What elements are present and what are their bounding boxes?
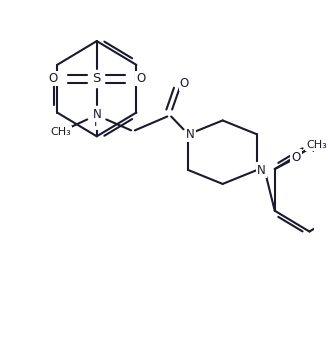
Text: N: N [186, 128, 195, 141]
Text: F: F [93, 116, 100, 129]
Text: CH₃: CH₃ [50, 127, 71, 137]
Text: O: O [136, 72, 145, 85]
Text: CH₃: CH₃ [306, 140, 327, 150]
Text: S: S [92, 72, 101, 85]
Text: O: O [291, 151, 300, 164]
Text: N: N [257, 164, 266, 177]
Text: N: N [92, 108, 101, 121]
Text: O: O [48, 72, 57, 85]
Text: O: O [180, 77, 189, 90]
